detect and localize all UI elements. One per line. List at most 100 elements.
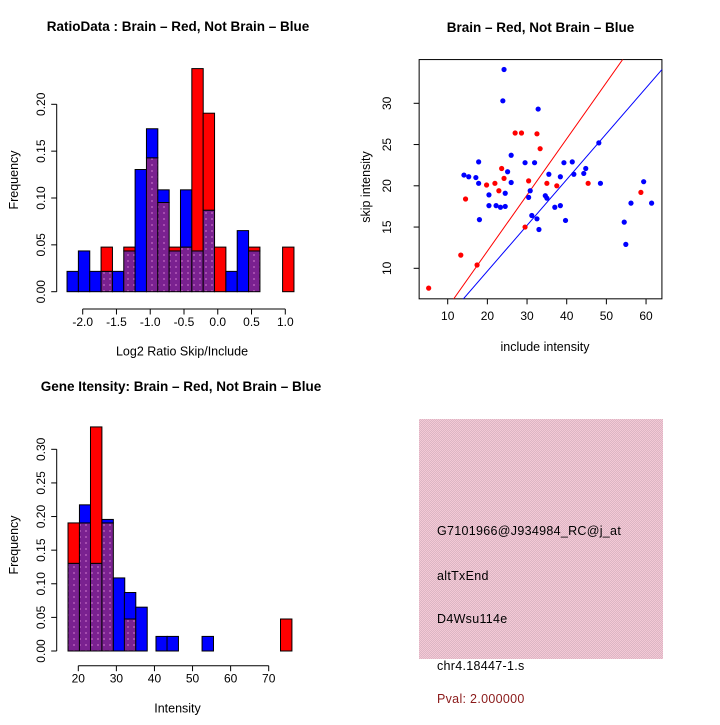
y-tick-label: 0.20 (34, 92, 48, 116)
histogram-bar (67, 522, 80, 564)
histogram-bar (202, 112, 216, 211)
y-tick-label: 10 (380, 261, 394, 275)
x-axis-title: include intensity (501, 340, 591, 354)
y-tick-label: 0.15 (34, 139, 48, 163)
histogram-bar (101, 518, 114, 524)
intensity-scatter-panel: 10 20 30 40 50 60 10 15 20 25 30 include intensity s… (359, 0, 720, 360)
scatter-point (571, 171, 577, 177)
scatter-point (476, 180, 482, 186)
histogram-bar (166, 635, 179, 652)
x-tick-label: 50 (186, 672, 200, 686)
y-tick-label: 0.00 (34, 639, 48, 663)
plot-canvas: 10 20 30 40 50 60 10 15 20 25 30 include intensity s… (359, 20, 663, 354)
x-tick-label: 30 (110, 672, 124, 686)
scatter-point (628, 200, 634, 206)
x-tick-label: 30 (520, 309, 534, 323)
plot-title: Gene Itensity: Brain – Red, Not Brain – … (41, 379, 322, 394)
scatter-point (585, 180, 591, 186)
x-tick-label: -1.0 (140, 315, 161, 329)
y-tick-label: 0.20 (34, 505, 48, 529)
histogram-bar (67, 562, 80, 652)
scatter-point (522, 224, 528, 230)
histogram-bar (78, 522, 92, 652)
gene-info-box: G7101966@J934984_RC@j_at altTxEnd D4Wsu1… (419, 419, 663, 706)
histogram-bar (214, 246, 227, 293)
histogram-bar (179, 189, 193, 248)
y-tick-label: 0.10 (34, 186, 48, 210)
x-tick-label: 70 (262, 672, 276, 686)
scatter-point (569, 159, 575, 165)
y-tick-label: 20 (380, 179, 394, 193)
y-tick-label: 0.25 (34, 471, 48, 495)
scatter-point (527, 188, 533, 194)
scatter-point (497, 204, 504, 210)
histogram-bar (280, 618, 293, 652)
histogram-bar (155, 635, 168, 652)
histogram-bar (123, 246, 136, 252)
scatter-point (557, 203, 563, 209)
scatter-point (501, 66, 507, 73)
notbrain-fit-line (462, 68, 662, 299)
x-tick-label: 60 (224, 672, 238, 686)
y-tick-label: 0.10 (34, 572, 48, 596)
y-axis-title: Frequency (7, 150, 21, 210)
plot-box (418, 59, 663, 300)
scatter-point (500, 98, 506, 104)
gene-intensity-histogram-panel: 0.00 0.05 0.10 0.15 0.20 0.25 0.30 Frequency 20 3… (0, 360, 360, 720)
x-tick-label: 0.5 (243, 315, 260, 329)
histogram-bar (225, 270, 238, 293)
scatter-point (462, 196, 469, 202)
x-axis-title: Log2 Ratio Skip/Include (116, 345, 248, 359)
histogram-bar (248, 250, 261, 293)
scatter-point (426, 285, 432, 291)
scatter-point (529, 212, 535, 219)
scatter-point (562, 217, 569, 224)
histogram-bar (100, 246, 113, 272)
scatter-point (544, 180, 550, 186)
y-tick-label: 0.15 (34, 538, 48, 562)
scatter-point (583, 165, 589, 172)
scatter-point (536, 226, 542, 233)
scatter-point (501, 175, 507, 181)
scatter-point (534, 131, 540, 137)
y-tick-label: 30 (380, 96, 394, 110)
x-tick-label: 20 (72, 672, 86, 686)
y-tick-label: 0.05 (34, 233, 48, 257)
y-axis-title: skip intensity (360, 150, 373, 222)
scatter-point (534, 216, 540, 222)
scatter-point (561, 160, 567, 166)
scatter-point (502, 203, 508, 210)
histogram-bar (111, 270, 125, 293)
histogram-bar (282, 246, 295, 293)
scatter-point (535, 106, 541, 112)
y-tick-label: 0.00 (34, 280, 48, 304)
y-axis-title: Frequency (7, 515, 21, 575)
histogram-bar (202, 209, 216, 293)
histogram-bar (101, 522, 114, 652)
scatter-point (621, 219, 627, 225)
histogram-bar (157, 201, 170, 293)
histogram-bar (191, 68, 204, 252)
histogram-bar (179, 246, 193, 293)
histogram-bar (145, 157, 159, 293)
gene-info-panel: G7101966@J934984_RC@j_at altTxEnd D4Wsu1… (360, 360, 720, 720)
scatter-point (473, 174, 479, 181)
plot-canvas: 0.00 0.05 0.10 0.15 0.20 0.25 0.30 Frequency 20 3… (7, 379, 322, 716)
scatter-point (531, 160, 538, 166)
scatter-point (597, 180, 604, 186)
x-tick-label: 10 (441, 309, 455, 323)
x-tick-label: 1.0 (277, 315, 294, 329)
plot-title: RatioData : Brain – Red, Not Brain – Blu… (47, 19, 310, 34)
scatter-point (508, 152, 514, 158)
plot-canvas: 0.00 0.05 0.10 0.15 0.20 Frequency -2.0 -1.5 -1.… (7, 19, 310, 359)
y-tick-label: 15 (380, 220, 394, 234)
histogram-bar (168, 246, 182, 252)
x-tick-label: 40 (560, 309, 574, 323)
scatter-point (476, 159, 482, 165)
histogram-bar (191, 250, 204, 293)
histogram-bar (157, 189, 170, 203)
scatter-point (623, 241, 629, 247)
x-tick-label: 40 (148, 672, 162, 686)
scatter-point (496, 188, 502, 194)
